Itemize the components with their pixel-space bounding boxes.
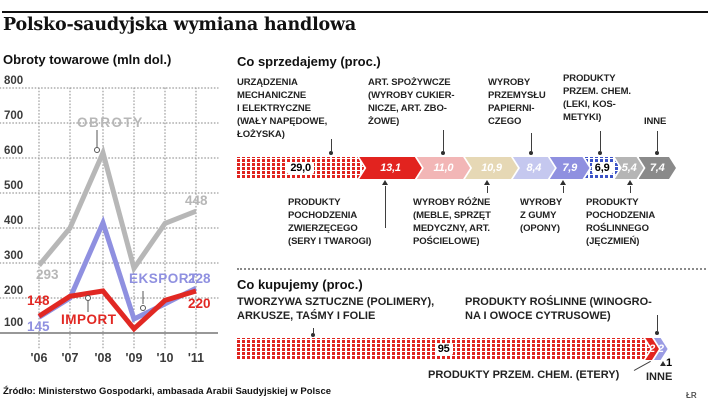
buy-label-inne: INNE bbox=[646, 371, 673, 383]
sell-seg-urzadzenia: 29,0 bbox=[237, 157, 364, 179]
x-axis-tick: '10 bbox=[156, 351, 174, 365]
sell-label-inne: INNE bbox=[644, 116, 667, 127]
pointer-line bbox=[313, 328, 314, 333]
pointer-dot bbox=[85, 295, 91, 301]
pointer-dot bbox=[655, 151, 659, 155]
import-line bbox=[37, 288, 197, 333]
pointer-line bbox=[600, 131, 601, 151]
segment-value: 11,0 bbox=[433, 162, 454, 174]
author-credit: ŁR bbox=[686, 391, 697, 400]
y-axis-tick: 600 bbox=[4, 145, 24, 157]
import-start-value: 148 bbox=[27, 293, 50, 308]
y-axis-tick: 700 bbox=[4, 110, 24, 122]
pointer-dot bbox=[598, 151, 602, 155]
buy-stacked-bar: 95 2 2 bbox=[237, 338, 677, 360]
buy-label-tworzywa: TWORZYWA SZTUCZNE (POLIMERY), ARKUSZE, T… bbox=[237, 296, 435, 322]
sell-stacked-bar: 29,0 13,1 11,0 10,9 8,4 7,9 6,9 5,4 7,4 bbox=[237, 157, 683, 179]
x-axis-tick: '06 bbox=[30, 351, 48, 365]
sell-seg-papiernicze: 8,4 bbox=[513, 157, 555, 179]
import-end-value: 220 bbox=[188, 296, 211, 311]
import-series-label: IMPORT bbox=[61, 312, 117, 327]
pointer-dot bbox=[655, 331, 659, 335]
pointer-line bbox=[657, 131, 658, 151]
sell-seg-chem: 6,9 bbox=[585, 157, 620, 179]
segment-value: 5,4 bbox=[621, 162, 637, 174]
sell-label-spozywcze: ART. SPOŻYWCZE (WYROBY CUKIER- NICZE, AR… bbox=[368, 77, 455, 127]
segment-value: 95 bbox=[435, 343, 453, 355]
segment-value: 7,4 bbox=[649, 162, 665, 174]
page-title: Polsko-saudyjska wymiana handlowa bbox=[3, 15, 357, 35]
buy-label-chem: PRODUKTY PRZEM. CHEM. (ETERY) bbox=[428, 369, 620, 381]
sell-label-guma: WYROBY Z GUMY (OPONY) bbox=[520, 197, 563, 234]
buy-seg-tworzywa: 95 bbox=[237, 338, 650, 360]
obroty-series-label: OBROTY bbox=[77, 115, 144, 130]
sell-label-papiernicze: WYROBY PRZEMYSŁU PAPIERNI- CZEGO bbox=[488, 77, 546, 127]
pointer-line bbox=[630, 186, 631, 193]
pointer-arrow-up bbox=[660, 361, 666, 366]
pointer-line bbox=[331, 139, 332, 151]
sell-label-rozne: WYROBY RÓŻNE (MEBLE, SPRZĘT MEDYCZNY, AR… bbox=[413, 197, 491, 247]
eksport-start-value: 145 bbox=[27, 319, 50, 334]
buy-label-roslinne: PRODUKTY ROŚLINNE (WINOGRO- NA I OWOCE C… bbox=[465, 296, 652, 322]
pointer-dot bbox=[441, 151, 445, 155]
sell-seg-guma: 7,9 bbox=[550, 157, 590, 179]
y-axis-tick: 500 bbox=[4, 180, 24, 192]
eksport-series-label: EKSPORT bbox=[129, 271, 198, 286]
segment-value: 8,4 bbox=[526, 162, 542, 174]
x-axis-tick: '11 bbox=[187, 351, 205, 365]
obroty-line bbox=[37, 145, 197, 275]
pointer-arrow-up bbox=[560, 180, 566, 185]
pointer-line bbox=[563, 186, 564, 193]
sell-label-roslinne: PRODUKTY POCHODZENIA ROŚLINNEGO (JĘCZMIE… bbox=[586, 197, 656, 247]
top-rule bbox=[2, 11, 708, 13]
source-line: Źródło: Ministerstwo Gospodarki, ambasad… bbox=[3, 386, 332, 397]
buy-inne-value: 1 bbox=[666, 357, 673, 369]
segment-value: 29,0 bbox=[287, 162, 314, 174]
pointer-arrow-up bbox=[382, 180, 388, 185]
y-axis-tick: 100 bbox=[4, 317, 24, 329]
pointer-line bbox=[531, 133, 532, 151]
sell-seg-zwierzece: 13,1 bbox=[359, 157, 422, 179]
y-axis-tick: 800 bbox=[4, 75, 24, 87]
pointer-arrow-up bbox=[627, 180, 633, 185]
pointer-dot bbox=[94, 147, 100, 153]
sell-label-zwierzece: PRODUKTY POCHODZENIA ZWIERZĘCEGO (SERY I… bbox=[288, 197, 372, 247]
sell-label-urzadzenia: URZĄDZENIA MECHANICZNE I ELEKTRYCZNE (WA… bbox=[237, 77, 328, 140]
section-divider bbox=[237, 268, 706, 270]
pointer-dot bbox=[529, 151, 533, 155]
pointer-line bbox=[657, 315, 658, 331]
segment-value: 13,1 bbox=[380, 162, 401, 174]
segment-value: 7,9 bbox=[562, 162, 578, 174]
y-axis-tick: 200 bbox=[4, 285, 24, 297]
sell-section-title: Co sprzedajemy (proc.) bbox=[237, 54, 381, 69]
pointer-line bbox=[443, 130, 444, 151]
x-axis-tick: '09 bbox=[125, 351, 143, 365]
x-axis-tick: '07 bbox=[61, 351, 79, 365]
sell-seg-spozywcze: 11,0 bbox=[417, 157, 470, 179]
buy-section-title: Co kupujemy (proc.) bbox=[237, 277, 363, 292]
sell-seg-inne: 7,4 bbox=[639, 157, 676, 179]
pointer-arrow-up bbox=[484, 180, 490, 185]
y-axis-tick: 300 bbox=[4, 250, 24, 262]
sell-label-chem: PRODUKTY PRZEM. CHEM. (LEKI, KOS- METYKI… bbox=[563, 73, 631, 123]
pointer-dot bbox=[329, 151, 333, 155]
pointer-dot bbox=[311, 333, 315, 337]
x-axis-tick: '08 bbox=[94, 351, 112, 365]
pointer-line bbox=[385, 186, 386, 228]
segment-value: 10,9 bbox=[481, 162, 502, 174]
sell-seg-rozne: 10,9 bbox=[465, 157, 518, 179]
obroty-start-value: 293 bbox=[36, 267, 59, 282]
y-axis-tick: 400 bbox=[4, 215, 24, 227]
sell-seg-roslinne: 5,4 bbox=[615, 157, 644, 179]
segment-value: 6,9 bbox=[592, 162, 613, 174]
pointer-line bbox=[487, 186, 488, 193]
obroty-end-value: 448 bbox=[185, 193, 208, 208]
eksport-end-value: 228 bbox=[188, 271, 211, 286]
pointer-dot bbox=[140, 305, 146, 311]
turnover-chart-title: Obroty towarowe (mln dol.) bbox=[3, 52, 172, 67]
